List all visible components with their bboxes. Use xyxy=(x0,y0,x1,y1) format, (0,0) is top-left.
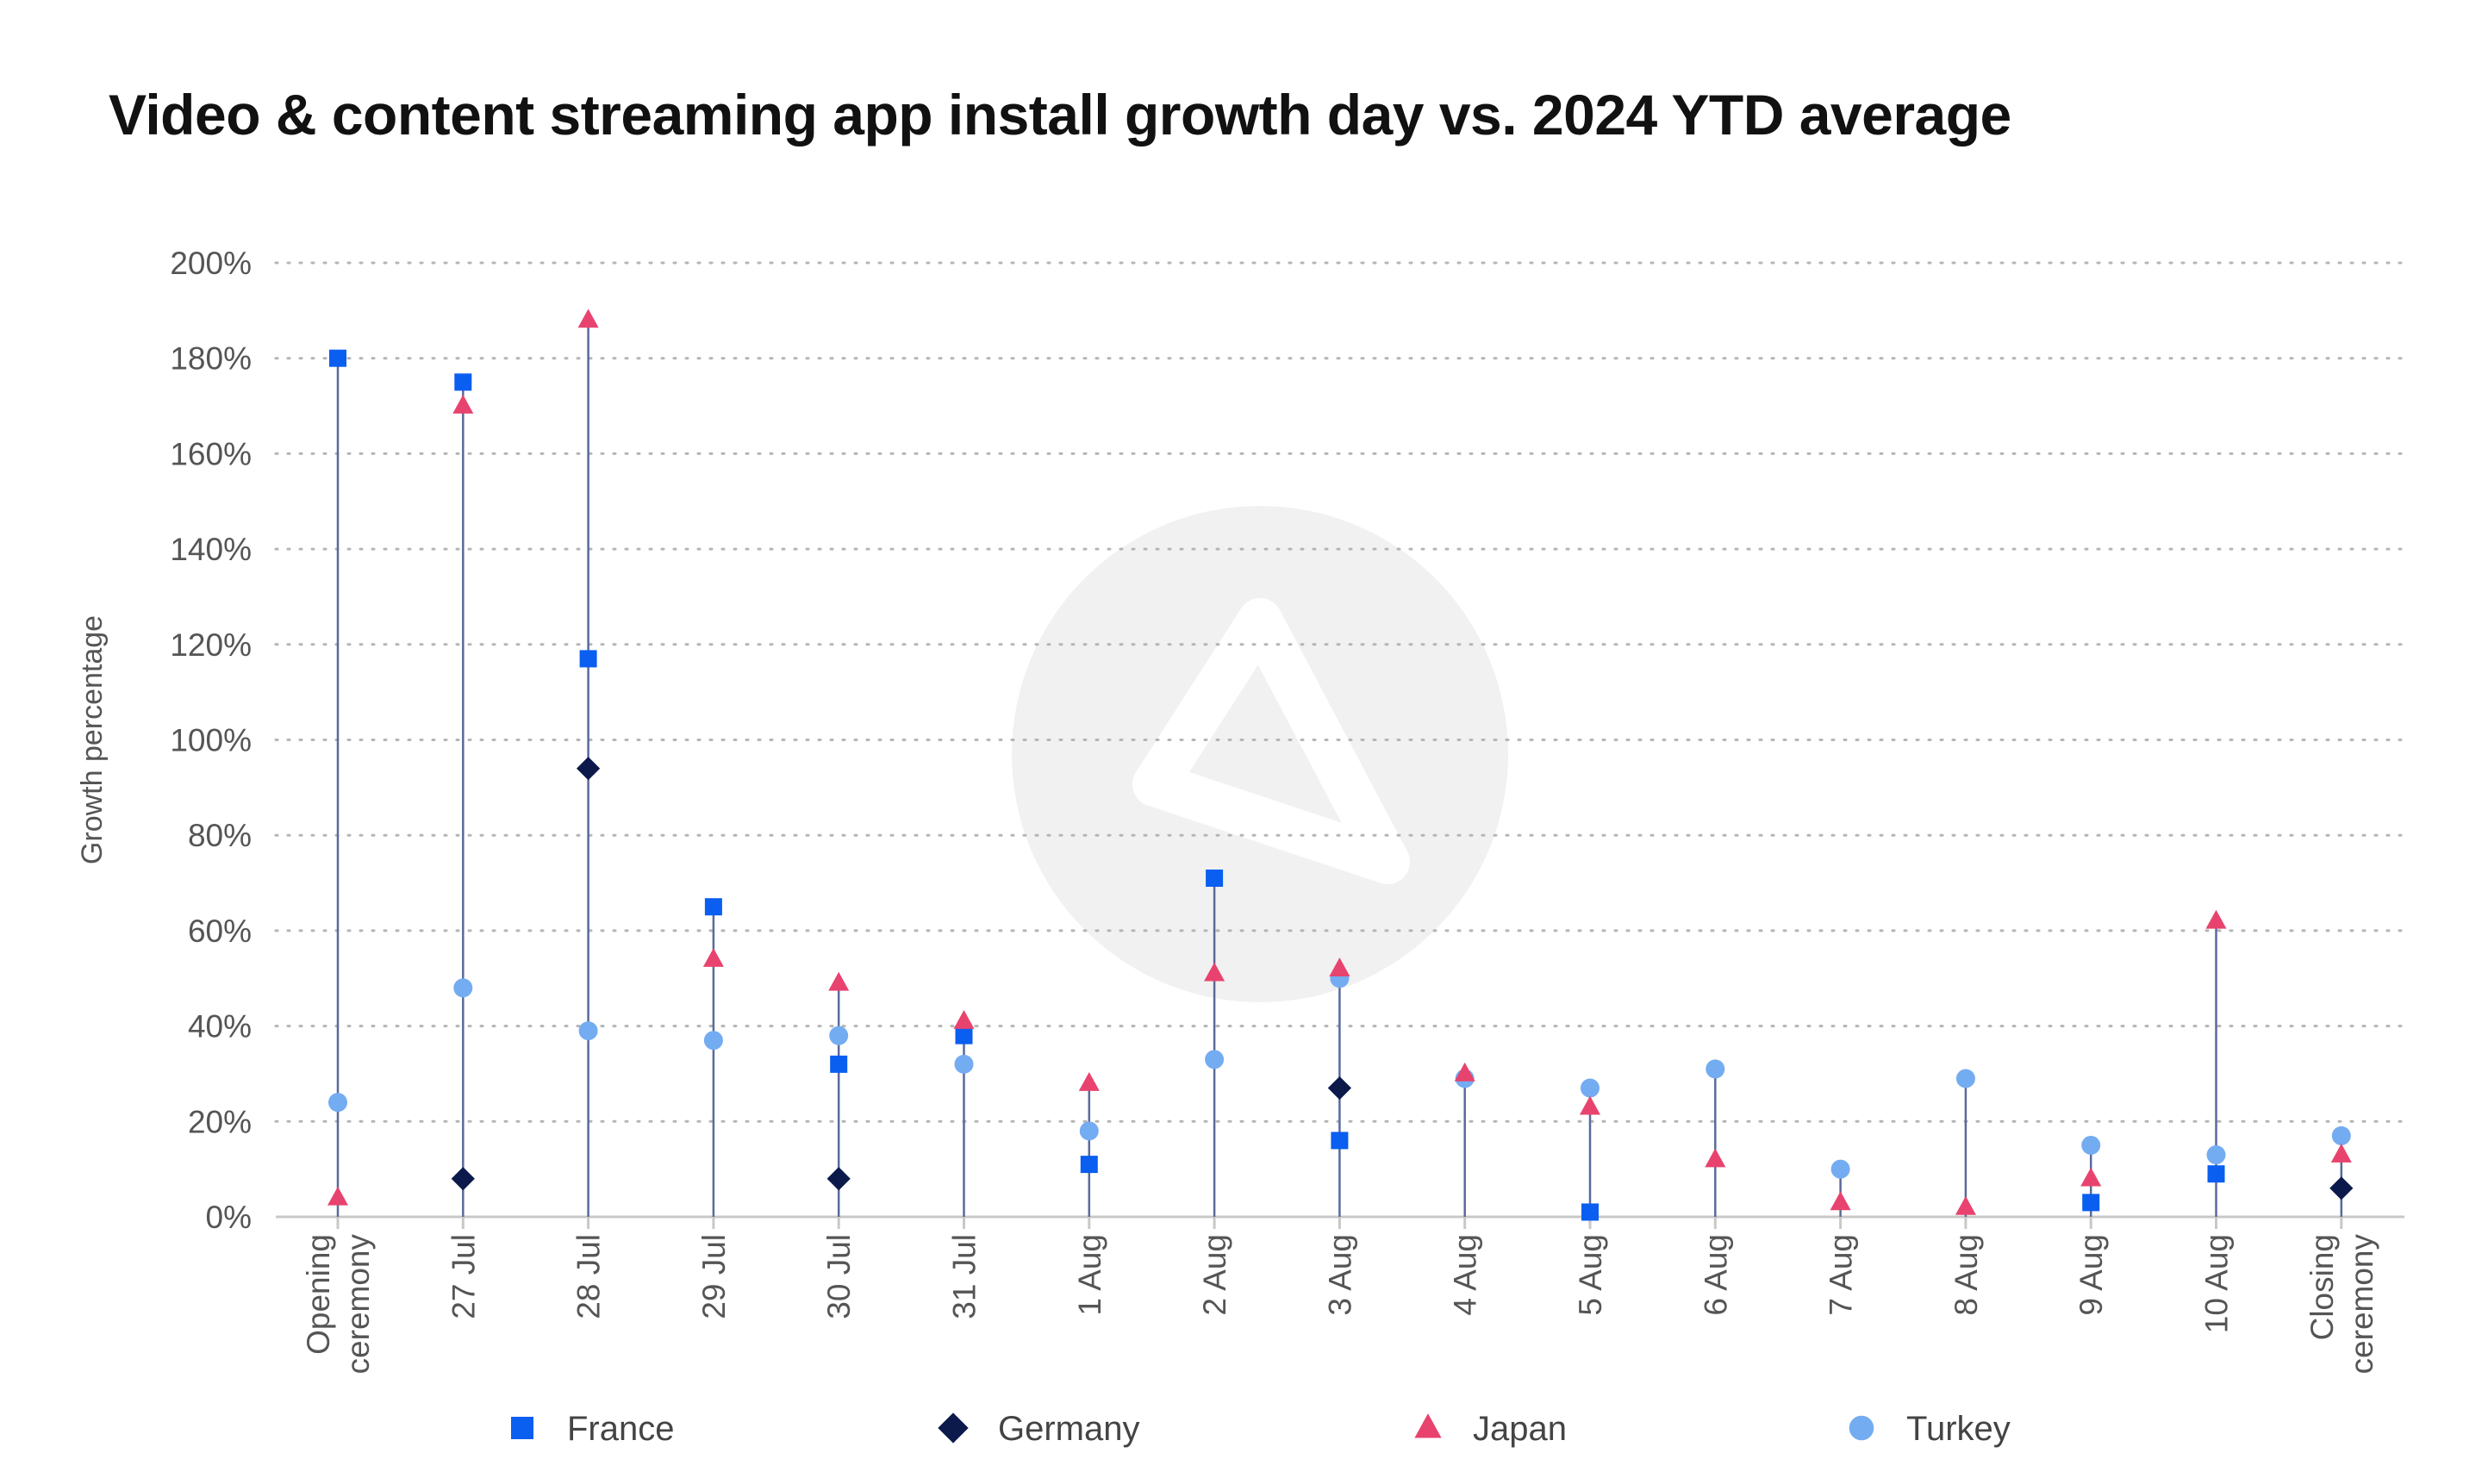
legend-marker-turkey xyxy=(1849,1415,1874,1441)
y-tick-label: 180% xyxy=(170,341,252,377)
marker-turkey-7-aug xyxy=(1830,1159,1850,1179)
marker-japan-7-aug xyxy=(1830,1191,1851,1211)
marker-turkey-opening-ceremony xyxy=(328,1093,347,1113)
x-tick-label: 5 Aug xyxy=(1573,1234,1608,1316)
marker-japan-closing-ceremony xyxy=(2330,1144,2352,1163)
x-tick-label: 2 Aug xyxy=(1197,1234,1232,1316)
marker-japan-1-aug xyxy=(1078,1072,1100,1091)
marker-germany-30-jul xyxy=(826,1167,851,1191)
marker-france-3-aug xyxy=(1331,1132,1349,1150)
marker-turkey-closing-ceremony xyxy=(2331,1125,2351,1145)
legend-marker-germany xyxy=(938,1412,969,1443)
marker-japan-3-aug xyxy=(1329,957,1350,976)
x-tick-label: 3 Aug xyxy=(1322,1234,1357,1316)
x-tick-label: 4 Aug xyxy=(1448,1234,1483,1316)
marker-turkey-9-aug xyxy=(2081,1135,2101,1155)
y-tick-label: 60% xyxy=(188,913,252,949)
marker-germany-closing-ceremony xyxy=(2329,1176,2354,1200)
legend: France Germany Japan Turkey xyxy=(511,1410,2011,1448)
marker-turkey-29-jul xyxy=(703,1031,723,1051)
data-markers xyxy=(327,309,2354,1221)
marker-france-27-jul xyxy=(454,373,472,391)
marker-turkey-31-jul xyxy=(954,1054,974,1074)
y-tick-label: 0% xyxy=(206,1200,252,1235)
marker-france-29-jul xyxy=(704,898,722,916)
marker-japan-4-aug xyxy=(1454,1062,1475,1082)
x-tick-label: 29 Jul xyxy=(696,1234,732,1319)
marker-france-1-aug xyxy=(1080,1156,1098,1174)
marker-japan-2-aug xyxy=(1204,962,1225,982)
chart-title: Video & content streaming app install gr… xyxy=(109,83,2011,147)
x-tick-label: 30 Jul xyxy=(821,1234,857,1319)
marker-france-28-jul xyxy=(579,650,597,668)
y-tick-label: 140% xyxy=(170,532,252,567)
x-tick-label: Opening xyxy=(301,1234,336,1355)
x-tick-label: ceremony xyxy=(340,1234,376,1375)
marker-france-5-aug xyxy=(1581,1203,1599,1221)
marker-japan-10-aug xyxy=(2205,909,2227,929)
marker-turkey-27-jul xyxy=(453,978,473,998)
marker-japan-6-aug xyxy=(1705,1148,1726,1168)
x-tick-label: 27 Jul xyxy=(446,1234,481,1319)
marker-france-30-jul xyxy=(830,1055,848,1073)
marker-japan-opening-ceremony xyxy=(327,1186,348,1206)
legend-marker-japan xyxy=(1414,1413,1442,1438)
y-tick-label: 200% xyxy=(170,246,252,281)
marker-france-opening-ceremony xyxy=(329,349,346,367)
y-tick-label: 40% xyxy=(188,1009,252,1044)
marker-japan-29-jul xyxy=(702,948,724,967)
marker-france-2-aug xyxy=(1206,870,1224,888)
x-tick-label: 7 Aug xyxy=(1824,1234,1859,1316)
x-tick-label: 1 Aug xyxy=(1072,1234,1107,1316)
y-tick-label: 160% xyxy=(170,436,252,471)
marker-turkey-5-aug xyxy=(1581,1078,1600,1098)
x-tick-label: 6 Aug xyxy=(1698,1234,1733,1316)
marker-france-9-aug xyxy=(2082,1194,2100,1212)
x-tick-label: 8 Aug xyxy=(1949,1234,1984,1316)
marker-turkey-8-aug xyxy=(1955,1069,1975,1088)
marker-japan-30-jul xyxy=(828,971,850,991)
x-tick-label: 31 Jul xyxy=(947,1234,982,1319)
marker-turkey-1-aug xyxy=(1079,1121,1099,1141)
marker-japan-31-jul xyxy=(953,1010,975,1029)
legend-label-turkey: Turkey xyxy=(1906,1410,2011,1448)
watermark-logo xyxy=(1012,506,1508,1002)
y-tick-label: 20% xyxy=(188,1104,252,1139)
y-tick-label: 80% xyxy=(188,818,252,853)
marker-germany-3-aug xyxy=(1327,1076,1351,1101)
legend-label-germany: Germany xyxy=(998,1410,1140,1448)
marker-turkey-30-jul xyxy=(829,1026,849,1045)
marker-turkey-6-aug xyxy=(1706,1059,1725,1079)
marker-germany-28-jul xyxy=(577,757,601,781)
marker-japan-28-jul xyxy=(577,309,599,328)
legend-marker-france xyxy=(511,1417,533,1439)
x-tick-label: Closing xyxy=(2304,1234,2340,1340)
marker-turkey-2-aug xyxy=(1205,1050,1225,1069)
legend-label-japan: Japan xyxy=(1473,1410,1567,1448)
marker-japan-9-aug xyxy=(2080,1167,2102,1187)
axes: 0% 20% 40% 60% 80% 100% 120% 140% 160% 180% 200% Gr… xyxy=(76,246,2404,1374)
x-tick-label: 9 Aug xyxy=(2074,1234,2109,1316)
marker-france-31-jul xyxy=(955,1026,973,1044)
marker-japan-27-jul xyxy=(452,395,474,414)
marker-france-10-aug xyxy=(2207,1165,2225,1183)
marker-turkey-28-jul xyxy=(578,1021,598,1041)
marker-japan-8-aug xyxy=(1955,1195,1976,1215)
legend-label-france: France xyxy=(567,1410,675,1448)
marker-japan-5-aug xyxy=(1580,1095,1600,1115)
y-tick-label: 120% xyxy=(170,627,252,663)
x-tick-label: 10 Aug xyxy=(2199,1234,2235,1333)
marker-turkey-10-aug xyxy=(2206,1145,2226,1165)
marker-germany-27-jul xyxy=(451,1167,475,1191)
y-tick-label: 100% xyxy=(170,723,252,758)
y-axis-label: Growth percentage xyxy=(76,615,109,864)
x-tick-label: ceremony xyxy=(2344,1234,2379,1375)
x-tick-label: 28 Jul xyxy=(571,1234,607,1319)
